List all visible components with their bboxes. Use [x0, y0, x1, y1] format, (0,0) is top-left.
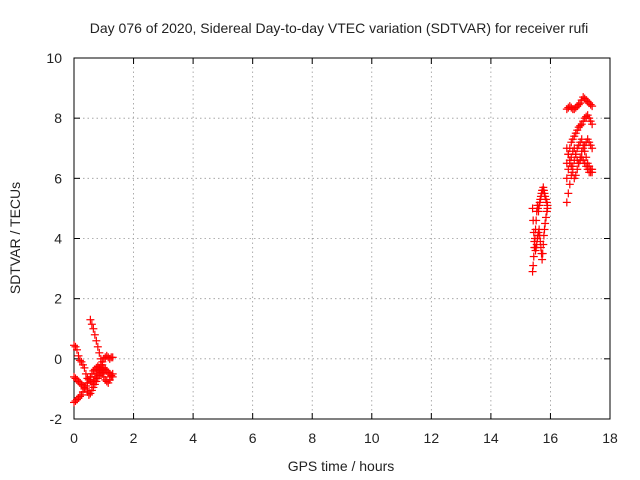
x-tick-label: 16: [543, 430, 559, 446]
x-tick-label: 8: [308, 430, 316, 446]
data-point: [574, 100, 583, 109]
data-point: [567, 162, 576, 171]
data-point: [565, 156, 574, 165]
data-point: [588, 102, 597, 111]
data-point: [571, 150, 580, 159]
data-point: [588, 120, 597, 129]
y-tick-label: 2: [54, 291, 62, 307]
data-point: [99, 366, 108, 375]
data-point: [96, 354, 105, 363]
data-point: [541, 213, 550, 222]
chart-title: Day 076 of 2020, Sidereal Day-to-day VTE…: [90, 20, 589, 36]
data-point: [543, 204, 552, 213]
data-point: [93, 342, 102, 351]
data-point: [529, 216, 538, 225]
y-tick-labels: -2 0 2 4 6 8 10: [46, 50, 62, 427]
data-point: [528, 204, 537, 213]
x-tick-label: 18: [602, 430, 618, 446]
data-point: [564, 189, 573, 198]
data-point: [95, 348, 104, 357]
x-tick-label: 6: [249, 430, 257, 446]
data-point: [539, 240, 548, 249]
y-tick-label: -2: [50, 411, 63, 427]
data-point: [108, 369, 117, 378]
x-tick-label: 14: [483, 430, 499, 446]
data-point: [74, 351, 83, 360]
data-point: [72, 345, 81, 354]
data-point: [93, 362, 102, 371]
data-point: [98, 360, 107, 369]
data-point: [108, 353, 117, 362]
data-point: [571, 171, 580, 180]
x-tick-label: 4: [189, 430, 197, 446]
data-point: [576, 121, 585, 130]
data-point: [562, 144, 571, 153]
data-point: [562, 198, 571, 207]
grid: [74, 58, 610, 419]
data-point: [588, 165, 597, 174]
data-point: [588, 144, 597, 153]
data-point: [92, 336, 101, 345]
data-point: [586, 100, 595, 109]
data-point: [570, 144, 579, 153]
x-tick-label: 12: [424, 430, 440, 446]
x-tick-label: 0: [70, 430, 78, 446]
data-point: [70, 341, 78, 350]
y-tick-label: 10: [46, 50, 62, 66]
data-point: [75, 392, 84, 401]
data-point: [573, 165, 582, 174]
data-point: [529, 252, 538, 261]
y-tick-label: 0: [54, 351, 62, 367]
data-point: [541, 219, 550, 228]
data-point: [80, 363, 89, 372]
data-point: [84, 390, 93, 399]
y-tick-label: 6: [54, 170, 62, 186]
ticks: [73, 57, 611, 420]
y-axis-label: SDTVAR / TECUs: [7, 182, 23, 294]
data-point: [89, 324, 98, 333]
data-points: [70, 93, 597, 407]
x-tick-labels: 0 2 4 6 8 10 12 14 16 18: [70, 430, 618, 446]
data-point: [90, 330, 99, 339]
data-point: [565, 180, 574, 189]
data-point: [564, 150, 573, 159]
data-point: [538, 249, 547, 258]
data-point: [75, 356, 84, 365]
data-point: [86, 315, 95, 324]
data-point: [562, 174, 571, 183]
x-axis-label: GPS time / hours: [288, 458, 395, 474]
x-tick-label: 10: [364, 430, 380, 446]
x-tick-label: 2: [130, 430, 138, 446]
data-point: [529, 261, 538, 270]
y-tick-label: 8: [54, 110, 62, 126]
data-point: [87, 320, 96, 329]
y-tick-label: 4: [54, 231, 62, 247]
